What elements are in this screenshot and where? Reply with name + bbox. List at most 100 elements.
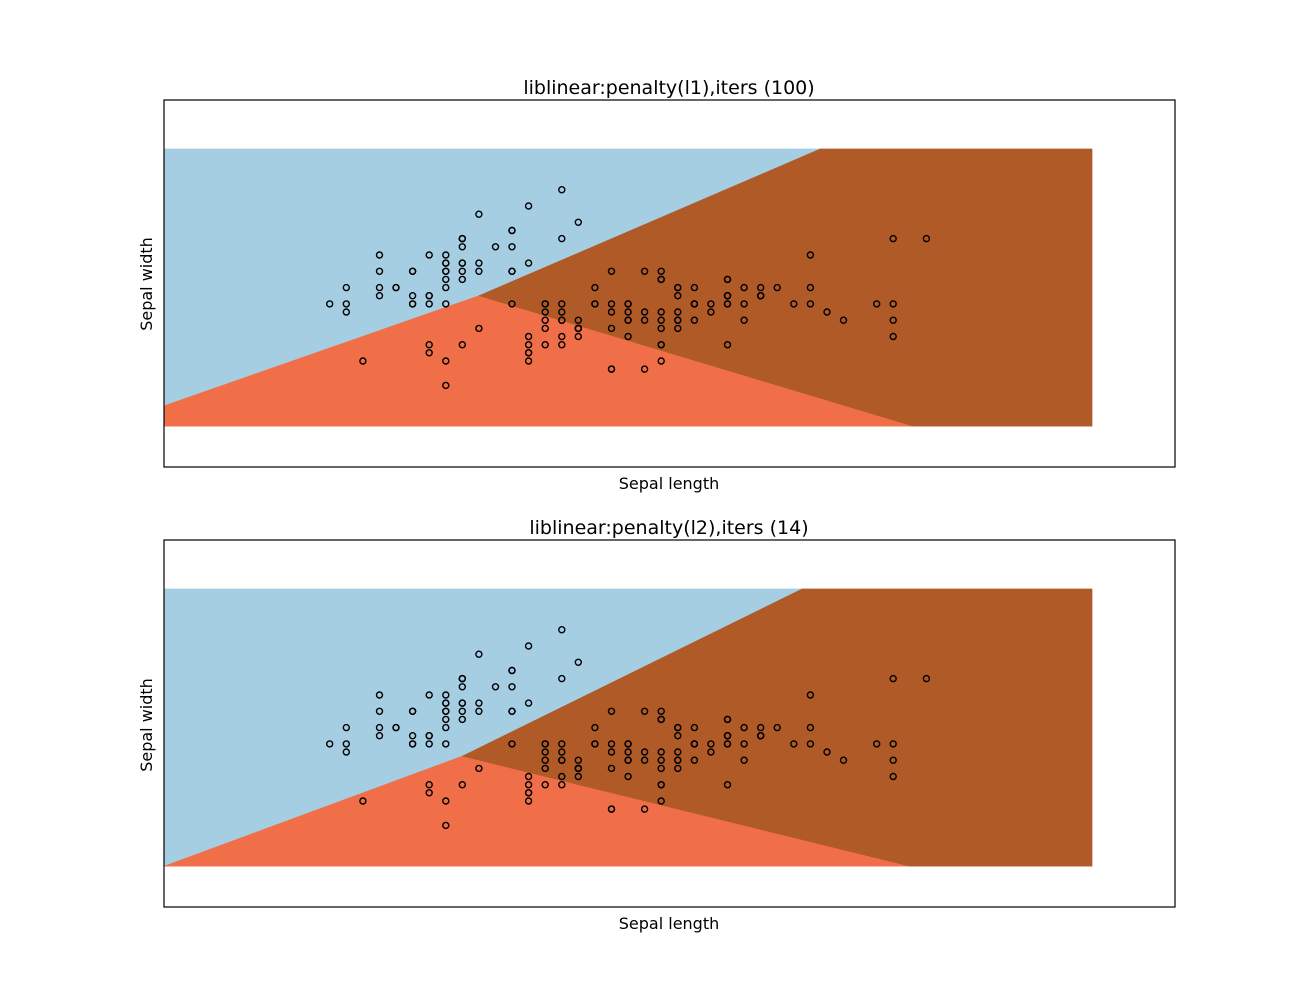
data-point (524, 772, 533, 781)
data-point (524, 349, 533, 357)
data-point (508, 300, 516, 308)
data-point (873, 740, 881, 748)
data-point (607, 764, 616, 773)
data-point (458, 707, 466, 716)
data-point (475, 210, 483, 218)
decision-region-class-2 (478, 148, 1093, 427)
data-point (458, 780, 466, 789)
data-point (558, 780, 566, 789)
data-point (889, 756, 897, 764)
data-point (674, 723, 682, 732)
data-point (624, 756, 632, 764)
data-point (408, 731, 417, 740)
data-point (674, 324, 682, 333)
data-point (640, 316, 649, 324)
data-point (889, 300, 897, 308)
data-point (790, 740, 798, 748)
data-point (392, 723, 400, 732)
data-point (442, 357, 450, 365)
data-point (442, 691, 450, 699)
data-point (806, 723, 815, 732)
data-point (442, 740, 450, 748)
data-point (508, 267, 516, 276)
data-point (690, 316, 699, 324)
data-point (674, 756, 682, 764)
data-point (541, 764, 549, 773)
data-point (707, 748, 715, 756)
data-point (475, 650, 483, 658)
decision-region-class-2 (461, 588, 1093, 867)
data-point (591, 723, 599, 732)
data-point (773, 723, 781, 732)
data-point (690, 300, 699, 308)
data-point (922, 234, 931, 243)
data-point (889, 316, 897, 324)
data-point (458, 275, 466, 284)
data-point (375, 267, 384, 276)
data-point (624, 740, 632, 748)
data-point (541, 308, 549, 316)
data-point (475, 267, 483, 276)
data-point (375, 251, 384, 259)
data-point (524, 259, 533, 267)
data-point (690, 740, 699, 748)
data-point (342, 748, 351, 756)
data-point (558, 332, 566, 341)
data-point (657, 756, 665, 764)
data-point (508, 707, 516, 716)
data-point (574, 658, 582, 667)
data-point (657, 748, 665, 756)
data-point (657, 797, 665, 805)
data-point (574, 332, 582, 341)
data-point (723, 740, 732, 748)
data-point (508, 226, 516, 235)
data-point (558, 308, 566, 316)
data-point (541, 300, 549, 308)
data-point (375, 283, 384, 292)
data-point (723, 731, 732, 740)
subplot-1-xlabel: Sepal length (619, 474, 720, 493)
data-point (624, 316, 632, 324)
data-point (624, 332, 632, 341)
data-point (524, 202, 533, 210)
data-point (442, 715, 450, 724)
data-point (773, 283, 781, 292)
data-point (425, 291, 433, 300)
data-point (674, 308, 682, 316)
data-point (740, 316, 748, 324)
data-point (458, 267, 466, 276)
data-point (757, 291, 765, 300)
data-point (458, 715, 466, 724)
data-point (458, 243, 466, 251)
data-point (408, 707, 417, 716)
data-point (491, 683, 500, 691)
subplot-2-xlabel: Sepal length (619, 914, 720, 933)
data-point (740, 723, 748, 732)
data-point (873, 300, 881, 308)
data-point (508, 666, 516, 675)
data-point (442, 797, 450, 805)
data-point (607, 748, 616, 756)
data-point (475, 699, 483, 707)
data-point (375, 707, 384, 716)
data-point (342, 300, 351, 308)
data-point (408, 291, 417, 300)
data-point (475, 324, 483, 333)
data-point (574, 218, 582, 227)
data-point (524, 332, 533, 341)
data-point (690, 283, 699, 292)
data-point (558, 740, 566, 748)
axes-frame (163, 539, 1176, 908)
data-point (524, 780, 533, 789)
data-points (325, 625, 931, 830)
data-point (541, 780, 549, 789)
data-point (640, 748, 649, 756)
data-point (806, 691, 815, 699)
data-point (723, 275, 732, 284)
data-point (624, 308, 632, 316)
data-point (359, 357, 367, 365)
data-point (640, 707, 649, 716)
data-point (558, 234, 566, 243)
data-point (425, 691, 433, 699)
data-point (723, 291, 732, 300)
